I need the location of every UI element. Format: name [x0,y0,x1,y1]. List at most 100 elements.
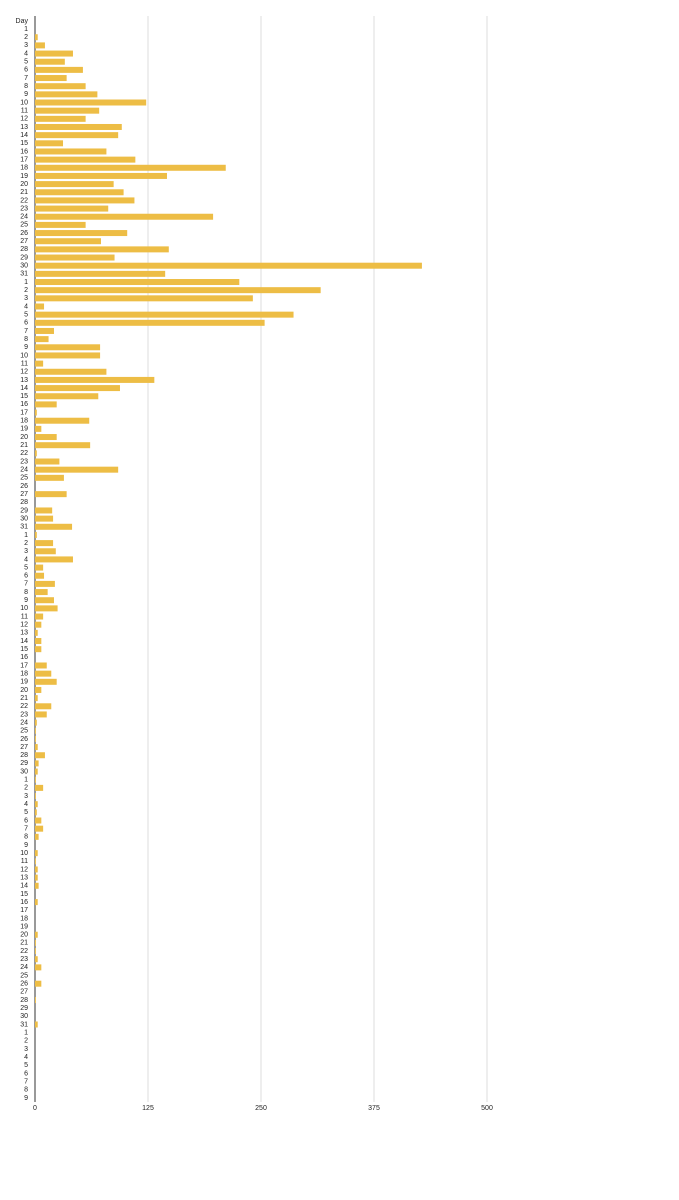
y-tick-label: 20 [20,687,28,694]
y-tick-label: 21 [20,442,28,449]
bar [35,564,44,571]
y-tick-label: 16 [20,654,28,661]
y-tick-label: 15 [20,140,28,147]
bar [35,523,73,530]
bar [35,540,54,547]
y-tick-label: 8 [24,336,28,343]
y-tick-label: 15 [20,891,28,898]
bar [35,474,64,481]
bar [35,385,120,392]
bar [35,42,45,49]
y-tick-label: 1 [24,279,28,286]
bar [35,882,39,889]
bar [35,621,42,628]
y-tick-label: 3 [24,1046,28,1053]
bar [35,270,166,277]
bar [35,344,101,351]
bar [35,409,37,416]
y-tick-label: 2 [24,287,28,294]
bar [35,711,47,718]
bar [35,613,44,620]
bar [35,531,37,538]
y-tick-label: 11 [21,858,28,865]
bar [35,801,38,808]
y-tick-label: 9 [24,91,28,98]
y-tick-label: 30 [20,263,28,270]
y-tick-label: 7 [24,581,28,588]
y-tick-label: 19 [20,173,28,180]
bar [35,703,52,710]
bar [35,858,36,865]
y-tick-label: 8 [24,83,28,90]
y-tick-label: 15 [20,646,28,653]
y-tick-label: 18 [20,670,28,677]
bar [35,760,39,767]
y-tick-label: 5 [24,59,28,66]
bar [35,686,42,693]
bar [35,197,135,204]
y-tick-label: 21 [20,695,28,702]
y-tick-label: 26 [20,230,28,237]
bar [35,458,60,465]
bar [35,254,115,261]
bar [35,825,44,832]
bar [35,662,47,669]
bar [35,727,36,734]
bar [35,50,73,57]
bar [35,91,98,98]
bar [35,368,107,375]
bar [35,172,167,179]
y-tick-label: 11 [21,108,28,115]
bar [35,744,38,751]
y-tick-label: 17 [20,409,28,416]
bar [35,376,155,383]
bar [35,156,136,163]
bar [35,735,36,742]
y-tick-label: 3 [24,793,28,800]
y-tick-label: 6 [24,573,28,580]
y-tick-label: 18 [20,418,28,425]
bar [35,874,38,881]
y-tick-label: 26 [20,736,28,743]
bar [35,75,67,82]
y-tick-label: 12 [20,369,28,376]
y-tick-label: 23 [20,205,28,212]
bar [35,695,38,702]
x-tick-label: 250 [255,1105,267,1112]
bar [35,434,57,441]
y-tick-label: 31 [20,1021,28,1028]
y-tick-label: 7 [24,1078,28,1085]
bar [35,980,42,987]
y-tick-label: 20 [20,932,28,939]
y-tick-label: 23 [20,458,28,465]
bar [35,262,422,269]
bar [35,605,58,612]
y-tick-label: 26 [20,483,28,490]
bar [35,572,45,579]
y-tick-label: 25 [20,222,28,229]
bar [35,833,39,840]
y-tick-label: 7 [24,826,28,833]
y-tick-label: 28 [20,752,28,759]
bar [35,148,107,155]
bar [35,303,45,310]
y-tick-label: 20 [20,181,28,188]
y-tick-label: 4 [24,801,28,808]
bar [35,597,54,604]
y-tick-label: 15 [20,393,28,400]
y-tick-label: 30 [20,515,28,522]
x-tick-label: 375 [368,1105,380,1112]
y-tick-label: 24 [20,467,28,474]
bar [35,752,45,759]
y-tick-label: 11 [21,360,28,367]
y-tick-label: 23 [20,711,28,718]
x-tick-label: 0 [33,1105,37,1112]
bar [35,336,49,343]
bar [35,295,253,302]
y-tick-label: 28 [20,246,28,253]
y-tick-label: 8 [24,834,28,841]
bar [35,123,122,130]
y-tick-label: 20 [20,434,28,441]
y-tick-label: 9 [24,597,28,604]
y-tick-label: 24 [20,214,28,221]
